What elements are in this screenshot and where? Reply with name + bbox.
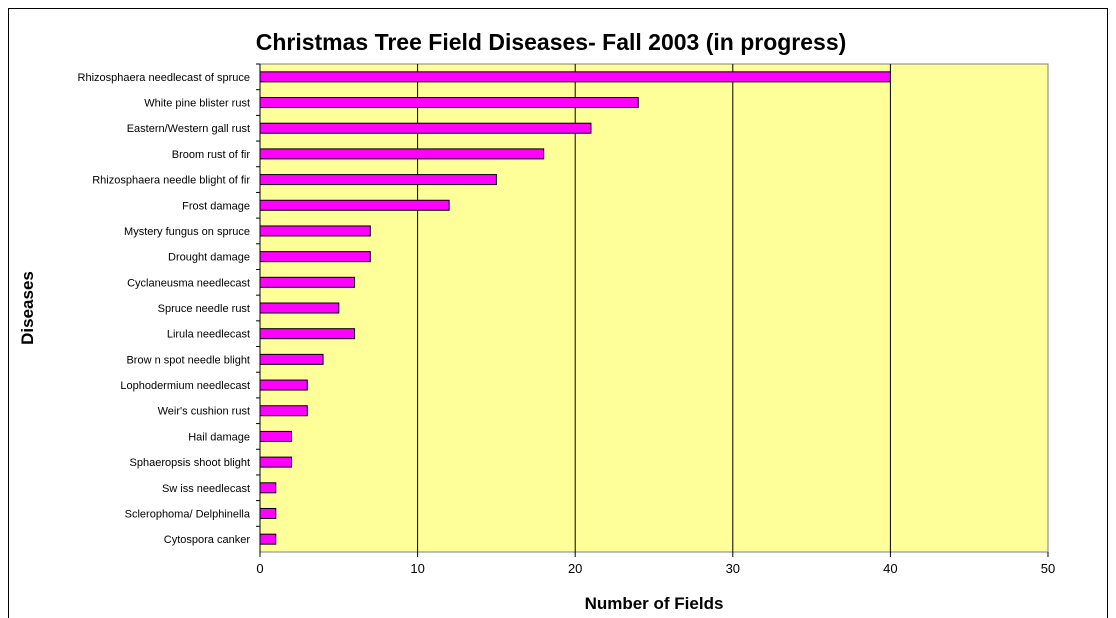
bar	[259, 276, 356, 288]
x-tick-label: 20	[568, 561, 582, 576]
bar	[259, 482, 277, 494]
bar	[259, 71, 891, 83]
x-tick-label: 50	[1041, 561, 1055, 576]
bar	[259, 251, 371, 263]
chart-frame: Christmas Tree Field Diseases- Fall 2003…	[8, 8, 1108, 618]
category-label: Sphaeropsis shoot blight	[130, 457, 250, 469]
category-label: Lophodermium needlecast	[120, 380, 250, 392]
category-label: Rhizosphaera needlecast of spruce	[78, 72, 250, 84]
bar	[259, 379, 308, 391]
bar	[259, 405, 308, 417]
bar	[259, 456, 293, 468]
category-label: Lirula needlecast	[167, 329, 250, 341]
category-label: Spruce needle rust	[158, 303, 250, 315]
bar	[259, 148, 545, 160]
bar	[259, 97, 639, 109]
bar	[259, 328, 356, 340]
category-label: Frost damage	[182, 200, 250, 212]
category-label: Sclerophoma/ Delphinella	[125, 508, 251, 520]
x-tick-label: 30	[726, 561, 740, 576]
bar	[259, 302, 340, 314]
bar	[259, 122, 592, 134]
bar	[259, 225, 371, 237]
gridlines	[256, 63, 1049, 557]
category-label: White pine blister rust	[144, 98, 250, 110]
x-axis-title: Number of Fields	[585, 594, 724, 611]
bars	[259, 71, 891, 545]
bar	[259, 430, 293, 442]
category-label: Weir's cushion rust	[158, 406, 250, 418]
plot-area	[259, 63, 1049, 553]
category-label: Cyclaneusma needlecast	[127, 277, 250, 289]
x-tick-label: 10	[410, 561, 424, 576]
category-label: Brow n spot needle blight	[126, 354, 250, 366]
category-label: Cytospora canker	[164, 534, 251, 546]
category-label: Rhizosphaera needle blight of fir	[92, 175, 250, 187]
category-label: Sw iss needlecast	[162, 483, 250, 495]
bar-chart: Christmas Tree Field Diseases- Fall 2003…	[18, 29, 1055, 611]
chart-title: Christmas Tree Field Diseases- Fall 2003…	[256, 29, 847, 55]
y-axis-title: Diseases	[18, 271, 37, 345]
category-label: Drought damage	[168, 252, 250, 264]
bar	[259, 353, 324, 365]
bar	[259, 533, 277, 545]
category-label: Mystery fungus on spruce	[124, 226, 250, 238]
x-tick-label: 40	[883, 561, 897, 576]
x-tick-labels: 0 10 20 30 40 50	[256, 561, 1055, 576]
category-label: Eastern/Western gall rust	[127, 123, 250, 135]
category-labels: Rhizosphaera needlecast of spruce White p…	[78, 72, 251, 546]
category-label: Hail damage	[188, 431, 250, 443]
bar	[259, 174, 497, 186]
category-label: Broom rust of fir	[172, 149, 251, 161]
bar	[259, 507, 277, 519]
x-tick-label: 0	[256, 561, 263, 576]
bar	[259, 199, 450, 211]
